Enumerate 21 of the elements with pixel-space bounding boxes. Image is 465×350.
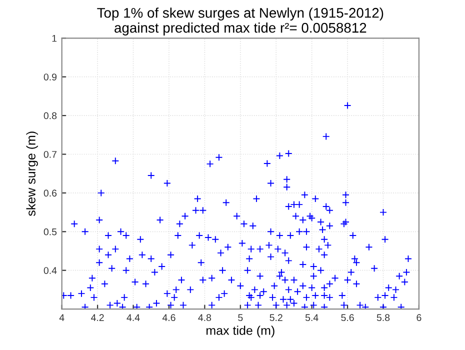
y-tick-label: 0.6 bbox=[44, 190, 57, 197]
y-axis-title: skew surge (m) bbox=[26, 132, 38, 216]
x-tick-label: 6 bbox=[416, 314, 422, 322]
chart-title: Top 1% of skew surges at Newlyn (1915-2012) against predicted max tide r²= 0.0058812 bbox=[97, 8, 384, 36]
x-tick-label: 4 bbox=[59, 314, 64, 321]
y-tick-label: 0.7 bbox=[44, 150, 56, 158]
x-tick-label: 4.2 bbox=[91, 314, 104, 321]
x-tick-label: 5.6 bbox=[341, 314, 354, 322]
y-tick-label: 0.8 bbox=[44, 112, 57, 120]
x-tick-label: 4.6 bbox=[162, 314, 176, 322]
y-tick-label: 1 bbox=[52, 34, 57, 42]
x-tick-label: 5.2 bbox=[270, 314, 282, 322]
x-tick-label: 4.4 bbox=[126, 314, 140, 321]
x-tick-label: 4.8 bbox=[198, 314, 212, 322]
x-tick-label: 5 bbox=[238, 314, 243, 322]
x-axis-title: max tide (m) bbox=[206, 326, 274, 338]
x-tick-label: 5.4 bbox=[305, 314, 318, 322]
x-tick-label: 5.8 bbox=[376, 314, 390, 322]
y-tick-label: 0.9 bbox=[44, 74, 57, 80]
y-tick-label: 0.5 bbox=[44, 228, 57, 236]
y-tick-label: 0.4 bbox=[44, 267, 57, 274]
